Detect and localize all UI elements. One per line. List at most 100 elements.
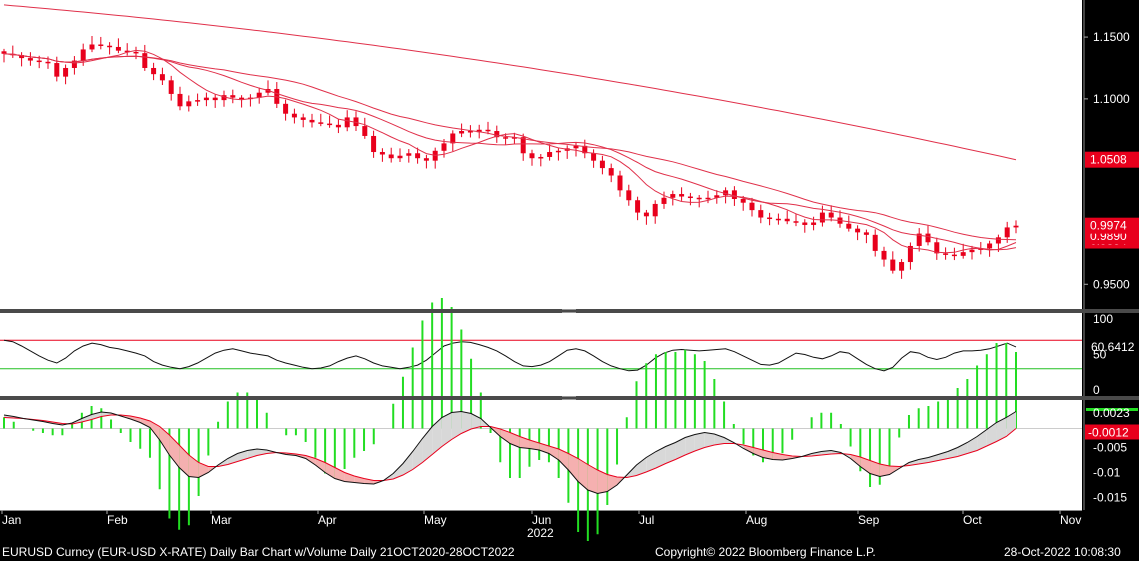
panel-divider-1[interactable] [0,309,1139,313]
candle-body [863,232,869,235]
macd-fill [451,411,462,440]
candle-group [1,36,1019,279]
macd-tick-label: -0.005 [1093,441,1127,455]
candle-body [855,228,861,233]
candle-body [1004,227,1010,238]
resize-grip-icon[interactable] [562,396,576,400]
y-tick-label: 1.1500 [1093,30,1130,44]
candle-body [555,150,561,153]
candle-body [133,51,139,54]
candle-body [71,60,77,68]
candle-body [995,237,1001,244]
candle-body [573,145,579,149]
macd-fill [967,436,978,454]
candle-body [212,97,218,101]
x-tick-label: Mar [211,513,232,527]
candle-body [881,250,887,260]
candle-body [415,153,421,159]
candle-body [661,197,667,204]
candle-body [749,202,755,211]
candle-body [89,44,95,50]
candle-body [230,95,236,98]
signal-last-value: -0.0012 [1088,426,1129,440]
x-year-label: 2022 [527,526,554,540]
candle-body [802,222,808,225]
candle-body [740,198,746,203]
candle-body [890,259,896,271]
candle-body [731,190,737,199]
candle-body [811,222,817,225]
candle-body [723,190,729,196]
candle-body [547,152,553,157]
candle-body [1,51,7,54]
macd-fill [334,467,345,482]
candle-body [819,212,825,223]
candle-body [441,143,447,151]
macd-fill [393,463,403,479]
macd-fill [938,451,948,461]
oscillator-last-value: 60.6412 [1091,340,1135,354]
candle-body [916,233,922,246]
candle-body [27,58,33,61]
candle-body [388,154,394,159]
x-tick-label: Jun [532,513,551,527]
candle-body [679,194,685,197]
macd-fill [364,478,374,484]
candle-body [362,126,368,136]
candle-body [300,117,306,120]
candle-body [379,152,385,155]
candle-body [371,135,377,153]
candle-body [503,137,509,139]
macd-fill [510,432,520,448]
security-description: EURUSD Curncy (EUR-USD X-RATE) Daily Bar… [2,545,515,559]
macd-fill [879,464,890,477]
macd-fill [402,451,413,475]
candle-body [687,196,693,199]
oscillator-line [3,339,1017,372]
candle-body [124,50,130,53]
candle-body [529,153,535,159]
histogram-marker [1086,408,1138,411]
candle-body [793,221,799,223]
signal-last-value-bg [1085,424,1139,440]
candle-body [353,117,359,127]
candle-body [283,103,289,114]
macd-fill [344,472,355,483]
candle-body [538,156,544,159]
macd-fill [149,421,160,440]
candle-body [599,160,605,169]
candle-body [960,252,966,256]
candle-body [195,100,201,102]
macd-fill [646,451,656,472]
candle-body [221,95,227,101]
macd-fill [850,454,861,467]
candle-body [142,53,148,68]
panel-divider-2[interactable] [0,396,1139,400]
candle-body [951,254,957,257]
macd-fill [704,432,715,448]
candle-body [696,197,702,200]
resize-grip-icon[interactable] [562,309,576,313]
candle-body [309,119,315,123]
candle-body [115,46,121,51]
candle-body [36,60,42,63]
macd-fill [986,422,997,446]
candle-body [899,262,905,271]
candle-body [80,49,86,61]
macd-fill [597,470,608,494]
macd-fill [432,417,442,455]
oscillator-tick-label: 0 [1093,383,1100,397]
candle-body [511,137,517,139]
macd-fill [461,411,472,434]
macd-fill [675,437,686,460]
candle-body [107,45,113,48]
candle-body [520,137,526,154]
macd-fill [558,449,569,470]
candle-body [423,158,429,161]
candle-body [591,153,597,161]
candle-body [476,129,482,133]
candle-body [828,212,834,218]
last-value-price-bg [1085,217,1139,234]
macd-fill [947,447,958,459]
x-tick-label: Nov [1060,513,1081,527]
